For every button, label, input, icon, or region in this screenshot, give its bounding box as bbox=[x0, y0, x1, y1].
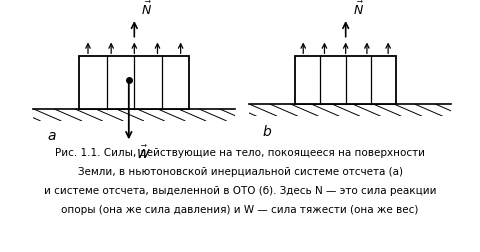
Bar bbox=[79, 57, 190, 109]
Text: и системе отсчета, выделенной в ОТО (б). Здесь N — это сила реакции: и системе отсчета, выделенной в ОТО (б).… bbox=[44, 185, 436, 195]
Text: $a$: $a$ bbox=[47, 129, 57, 142]
Text: Земли, в ньютоновской инерциальной системе отсчета (а): Земли, в ньютоновской инерциальной систе… bbox=[77, 166, 403, 176]
Bar bbox=[295, 57, 396, 105]
Bar bbox=[249, 105, 451, 116]
Text: $\vec{N}$: $\vec{N}$ bbox=[141, 1, 152, 18]
Text: $b$: $b$ bbox=[263, 123, 273, 138]
Text: опоры (она же сила давления) и W — сила тяжести (она же вес): опоры (она же сила давления) и W — сила … bbox=[61, 204, 419, 214]
Text: $\vec{N}$: $\vec{N}$ bbox=[353, 1, 363, 18]
Text: $\vec{W}$: $\vec{W}$ bbox=[136, 144, 150, 161]
Text: Рис. 1.1. Силы, действующие на тело, покоящееся на поверхности: Рис. 1.1. Силы, действующие на тело, пок… bbox=[55, 147, 425, 157]
Bar bbox=[33, 109, 235, 121]
